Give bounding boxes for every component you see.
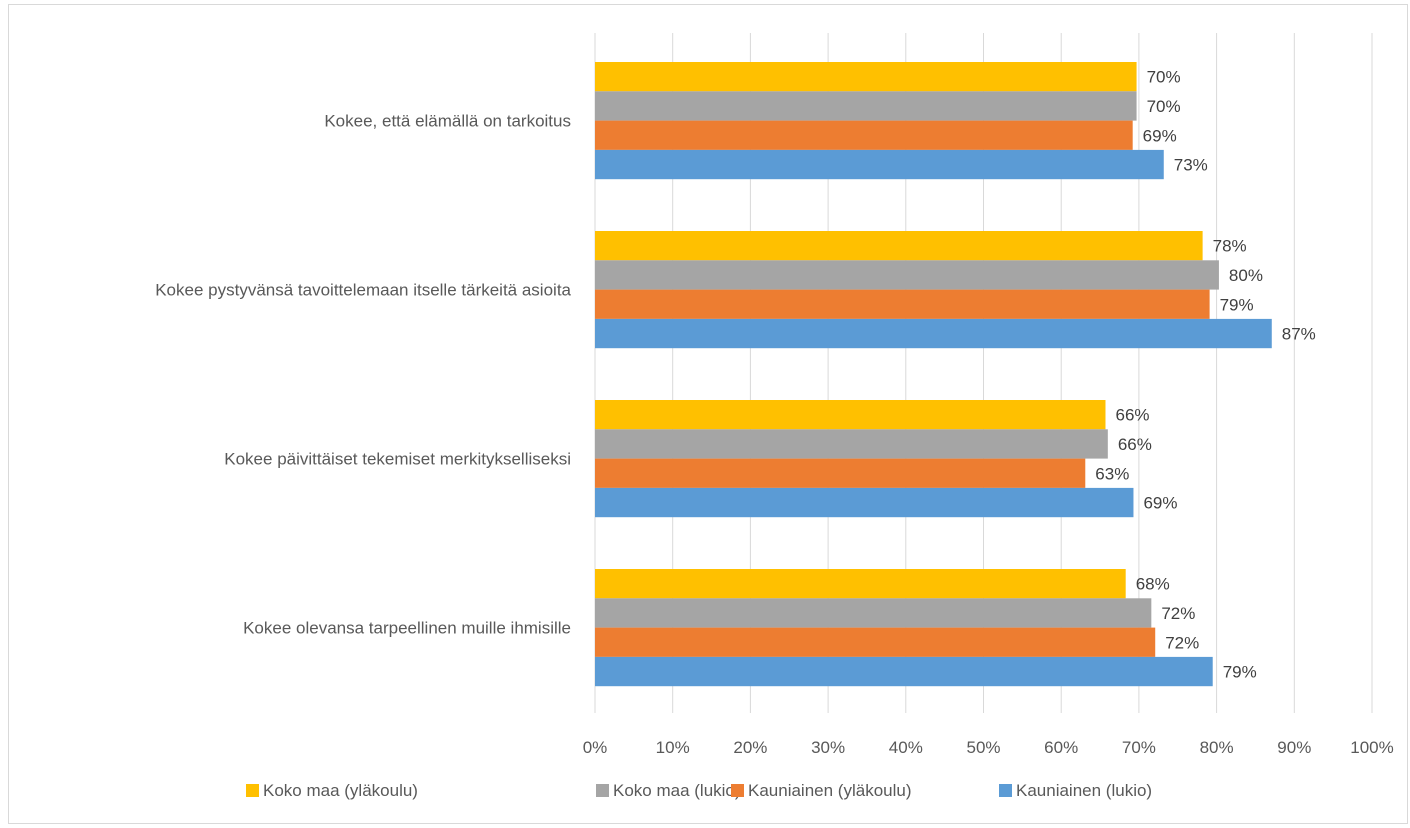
legend-swatch	[999, 784, 1012, 797]
bar	[595, 231, 1203, 261]
bar	[595, 598, 1152, 628]
data-label: 70%	[1147, 68, 1181, 87]
bar	[595, 569, 1126, 599]
bar	[595, 318, 1272, 349]
data-label: 63%	[1095, 464, 1129, 483]
legend-item: Kauniainen (yläkoulu)	[731, 781, 912, 800]
data-label: 79%	[1223, 663, 1257, 682]
data-label: 80%	[1229, 266, 1263, 285]
legend-swatch	[731, 784, 744, 797]
bar	[595, 458, 1086, 488]
x-tick-label: 50%	[966, 738, 1000, 757]
legend-label: Koko maa (lukio)	[613, 781, 741, 800]
legend-label: Kauniainen (yläkoulu)	[748, 781, 912, 800]
bar	[595, 656, 1213, 687]
category-label: Kokee olevansa tarpeellinen muille ihmis…	[243, 619, 571, 638]
data-label: 68%	[1136, 575, 1170, 594]
legend-label: Kauniainen (lukio)	[1016, 781, 1152, 800]
bar	[595, 400, 1106, 430]
legend-item: Koko maa (yläkoulu)	[246, 781, 418, 800]
data-label: 73%	[1174, 156, 1208, 175]
data-label: 78%	[1213, 237, 1247, 256]
bar	[595, 260, 1219, 290]
category-label: Kokee, että elämällä on tarkoitus	[324, 112, 571, 131]
bar	[595, 120, 1133, 150]
data-label: 69%	[1143, 494, 1177, 513]
category-label: Kokee päivittäiset tekemiset merkityksel…	[224, 450, 571, 469]
x-tick-label: 90%	[1277, 738, 1311, 757]
category-labels: Kokee, että elämällä on tarkoitus Kokee p…	[155, 112, 571, 638]
legend: Koko maa (yläkoulu) Koko maa (lukio) Kauni…	[246, 781, 1152, 800]
bar-chart: 70% 70% 69% 73% 78% 80% 79% 87% 66% 66% 63% 69% 68% 7…	[155, 33, 1394, 800]
bar	[595, 149, 1164, 180]
x-tick-label: 70%	[1122, 738, 1156, 757]
bar	[595, 429, 1108, 459]
x-axis-ticks: 0% 10% 20% 30% 40% 50% 60% 70% 80% 90% 100%	[583, 738, 1394, 757]
legend-label: Koko maa (yläkoulu)	[263, 781, 418, 800]
category-label: Kokee pystyvänsä tavoittelemaan itselle …	[155, 281, 571, 300]
data-label: 72%	[1165, 633, 1199, 652]
bar	[595, 627, 1156, 657]
bar	[595, 62, 1137, 92]
legend-swatch	[596, 784, 609, 797]
data-label: 79%	[1220, 295, 1254, 314]
x-tick-label: 80%	[1200, 738, 1234, 757]
x-tick-label: 0%	[583, 738, 608, 757]
legend-item: Kauniainen (lukio)	[999, 781, 1152, 800]
data-label: 70%	[1147, 97, 1181, 116]
x-tick-label: 100%	[1350, 738, 1393, 757]
data-label: 66%	[1118, 435, 1152, 454]
bar	[595, 487, 1134, 518]
data-label: 72%	[1161, 604, 1195, 623]
x-tick-label: 60%	[1044, 738, 1078, 757]
data-label: 66%	[1115, 406, 1149, 425]
chart-container: 70% 70% 69% 73% 78% 80% 79% 87% 66% 66% 63% 69% 68% 7…	[8, 4, 1408, 824]
x-tick-label: 20%	[733, 738, 767, 757]
legend-item: Koko maa (lukio)	[596, 781, 741, 800]
x-tick-label: 30%	[811, 738, 845, 757]
legend-swatch	[246, 784, 259, 797]
x-tick-label: 10%	[656, 738, 690, 757]
bar	[595, 91, 1137, 121]
data-label: 69%	[1143, 126, 1177, 145]
bars	[595, 62, 1272, 687]
data-label: 87%	[1282, 325, 1316, 344]
data-labels: 70% 70% 69% 73% 78% 80% 79% 87% 66% 66% 63% 69% 68% 7…	[1095, 68, 1316, 682]
bar	[595, 289, 1210, 319]
x-tick-label: 40%	[889, 738, 923, 757]
